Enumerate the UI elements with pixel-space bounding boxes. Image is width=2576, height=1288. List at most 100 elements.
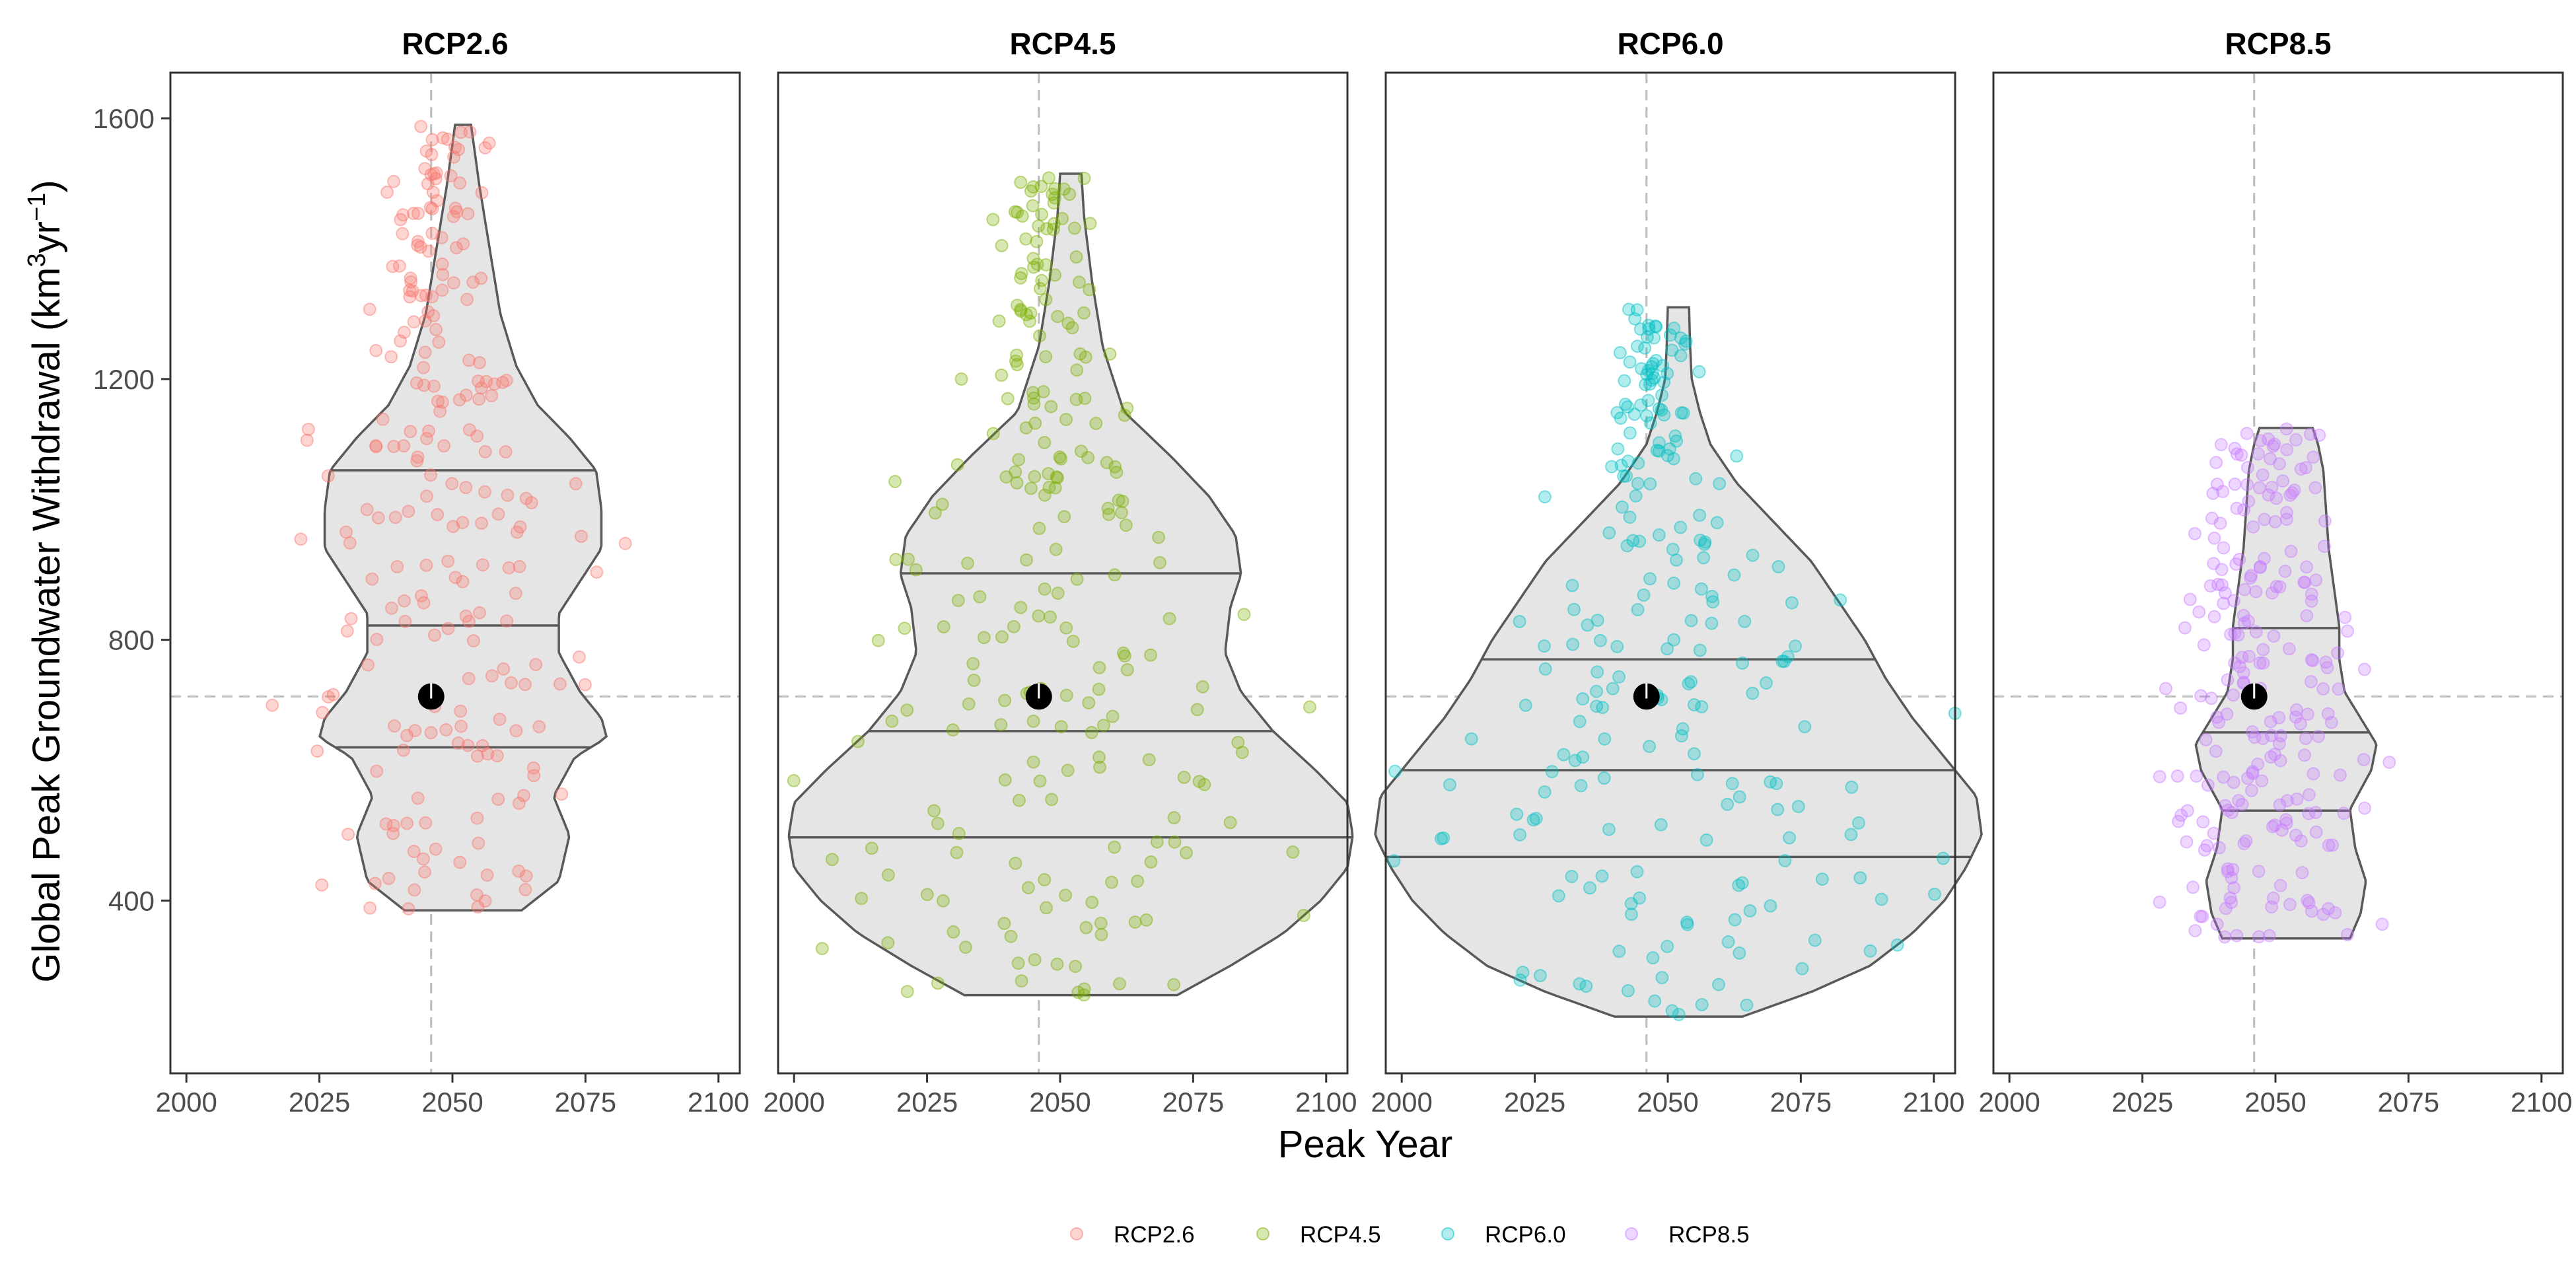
- data-point: [429, 172, 443, 186]
- data-point: [1072, 275, 1086, 289]
- x-tick-label: 2050: [2244, 1087, 2306, 1118]
- data-point: [572, 650, 586, 664]
- data-point: [2225, 896, 2238, 910]
- data-point: [2264, 750, 2277, 764]
- data-point: [1674, 406, 1688, 419]
- data-point: [1602, 822, 1616, 836]
- data-point: [422, 424, 435, 438]
- data-point: [386, 260, 400, 273]
- data-point: [461, 738, 475, 752]
- data-point: [1698, 538, 1711, 551]
- data-point: [1647, 371, 1661, 385]
- data-point: [1065, 321, 1079, 335]
- data-point: [865, 841, 878, 855]
- data-point: [1044, 400, 1058, 413]
- data-point: [1079, 350, 1092, 364]
- data-point: [1733, 790, 1746, 804]
- data-point: [553, 677, 567, 691]
- data-point: [2272, 736, 2286, 750]
- data-point: [1618, 374, 1631, 388]
- data-point: [429, 842, 443, 856]
- data-point: [2258, 552, 2271, 565]
- data-point: [387, 439, 401, 453]
- data-point: [1845, 780, 1859, 794]
- data-point: [417, 361, 431, 375]
- data-point: [363, 303, 376, 316]
- data-point: [2228, 656, 2242, 670]
- data-point: [2300, 560, 2314, 574]
- data-point: [1030, 258, 1044, 271]
- data-point: [977, 631, 991, 645]
- data-point: [490, 749, 504, 763]
- data-point: [1642, 318, 1656, 332]
- data-point: [1021, 880, 1035, 894]
- data-point: [825, 853, 839, 867]
- data-point: [2241, 771, 2254, 785]
- data-point: [951, 594, 965, 608]
- data-point: [1694, 533, 1707, 547]
- data-point: [2236, 666, 2250, 680]
- data-point: [517, 789, 530, 803]
- x-tick-label: 2025: [289, 1087, 350, 1118]
- data-point: [1771, 560, 1785, 573]
- data-point: [995, 238, 1009, 252]
- data-point: [1795, 962, 1809, 976]
- data-point: [2322, 838, 2336, 852]
- data-point: [1705, 590, 1719, 603]
- data-point: [1633, 891, 1647, 905]
- data-point: [2249, 585, 2263, 598]
- data-point: [427, 167, 441, 181]
- data-point: [310, 744, 324, 758]
- data-point: [519, 882, 532, 896]
- data-point: [2297, 575, 2311, 589]
- data-point: [2241, 460, 2254, 474]
- data-point: [2242, 649, 2256, 663]
- data-point: [1576, 750, 1590, 764]
- data-point: [2217, 770, 2231, 784]
- data-point: [2255, 774, 2269, 788]
- data-point: [2235, 797, 2249, 811]
- data-point: [900, 985, 914, 999]
- data-point: [1038, 873, 1052, 886]
- data-point: [2280, 794, 2294, 808]
- data-point: [2279, 813, 2293, 826]
- data-point: [1725, 777, 1739, 791]
- data-point: [344, 612, 358, 626]
- data-point: [417, 378, 431, 392]
- data-point: [958, 941, 972, 954]
- data-point: [454, 125, 468, 139]
- data-point: [1028, 470, 1042, 483]
- data-point: [2318, 514, 2332, 528]
- data-point: [1695, 700, 1709, 713]
- data-point: [1687, 698, 1701, 712]
- data-point: [1605, 460, 1618, 474]
- data-point: [1640, 330, 1654, 344]
- data-point: [493, 713, 507, 726]
- data-point: [1643, 416, 1657, 430]
- data-point: [1051, 471, 1064, 485]
- x-tick-label: 2075: [2378, 1087, 2439, 1118]
- data-point: [1077, 988, 1091, 1002]
- data-point: [1069, 250, 1083, 264]
- data-point: [386, 826, 400, 840]
- data-point: [1059, 413, 1073, 427]
- data-point: [2289, 433, 2303, 447]
- data-point: [1069, 960, 1083, 974]
- data-point: [436, 268, 450, 281]
- data-point: [1033, 774, 1047, 788]
- data-point: [418, 865, 431, 879]
- data-point: [380, 186, 394, 199]
- data-point: [1863, 944, 1877, 958]
- data-point: [2301, 894, 2314, 908]
- data-point: [1035, 207, 1048, 221]
- x-tick-label: 2100: [2511, 1087, 2572, 1118]
- data-point: [429, 166, 443, 180]
- data-point: [1674, 729, 1688, 743]
- data-point: [1153, 555, 1166, 569]
- data-point: [1775, 655, 1789, 668]
- data-point: [1144, 855, 1158, 869]
- data-point: [410, 376, 423, 390]
- data-point: [927, 804, 941, 818]
- data-point: [1732, 878, 1746, 892]
- data-point: [2225, 871, 2238, 884]
